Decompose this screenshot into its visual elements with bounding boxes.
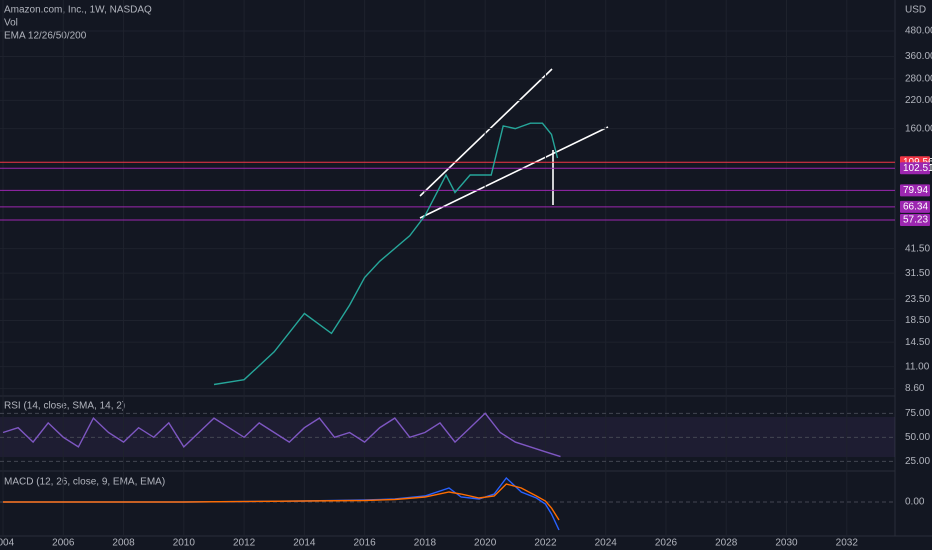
y-tick-label: 11.00 xyxy=(905,361,930,372)
x-tick-label: 2020 xyxy=(474,538,497,549)
x-tick-label: 2006 xyxy=(52,538,75,549)
y-tick-label: 41.50 xyxy=(905,243,930,254)
y-tick-label: 480.00 xyxy=(905,26,932,37)
series-line xyxy=(213,122,559,386)
y-tick-label: 31.50 xyxy=(905,268,930,279)
y-tick-label: 8.60 xyxy=(905,383,925,394)
x-tick-label: 2016 xyxy=(354,538,377,549)
macd-title: MACD (12, 26, close, 9, EMA, EMA) xyxy=(4,477,165,488)
series-line xyxy=(3,483,560,521)
x-tick-label: 2024 xyxy=(595,538,618,549)
y-tick-label: 50.00 xyxy=(905,432,930,443)
ema-label: EMA 12/26/50/200 xyxy=(4,31,87,42)
price-tag xyxy=(900,200,930,213)
x-tick-label: 2022 xyxy=(534,538,557,549)
y-tick-label: 280.00 xyxy=(905,74,932,85)
y-tick-label: 360.00 xyxy=(905,51,932,62)
trend-line xyxy=(419,126,609,219)
y-tick-label: 23.50 xyxy=(905,294,930,305)
price-tag-label: 66.34 xyxy=(903,202,928,213)
series-line xyxy=(2,412,561,458)
y-tick-label: 75.00 xyxy=(905,408,930,419)
price-tag xyxy=(900,162,930,175)
x-tick-label: 2026 xyxy=(655,538,678,549)
price-tag-label: 57.23 xyxy=(903,215,928,226)
y-tick-label: 160.00 xyxy=(905,123,932,134)
y-tick-label: 18.50 xyxy=(905,315,930,326)
y-tick-label: 14.50 xyxy=(905,337,930,348)
price-tag-label: 102.51 xyxy=(903,163,932,174)
x-tick-label: 2032 xyxy=(836,538,859,549)
symbol-title: Amazon.com, Inc., 1W, NASDAQ xyxy=(4,5,152,16)
x-tick-label: 2030 xyxy=(775,538,798,549)
trend-line xyxy=(419,68,553,197)
x-tick-label: 2010 xyxy=(173,538,196,549)
x-tick-label: 2012 xyxy=(233,538,256,549)
y-tick-label: 25.00 xyxy=(905,456,930,467)
price-tag xyxy=(900,184,930,197)
rsi-title: RSI (14, close, SMA, 14, 2) xyxy=(4,401,125,412)
y-tick-label: 0.00 xyxy=(905,497,925,508)
currency: USD xyxy=(905,5,926,16)
x-tick-label: 2028 xyxy=(715,538,738,549)
x-tick-label: 2008 xyxy=(112,538,135,549)
price-tag-label: 79.94 xyxy=(903,185,928,196)
price-tag xyxy=(900,214,930,227)
x-tick-label: 2018 xyxy=(414,538,437,549)
y-tick-label: 220.00 xyxy=(905,95,932,106)
x-tick-label: 2014 xyxy=(293,538,316,549)
x-tick-label: 2004 xyxy=(0,538,15,549)
volume-label: Vol xyxy=(4,18,18,29)
